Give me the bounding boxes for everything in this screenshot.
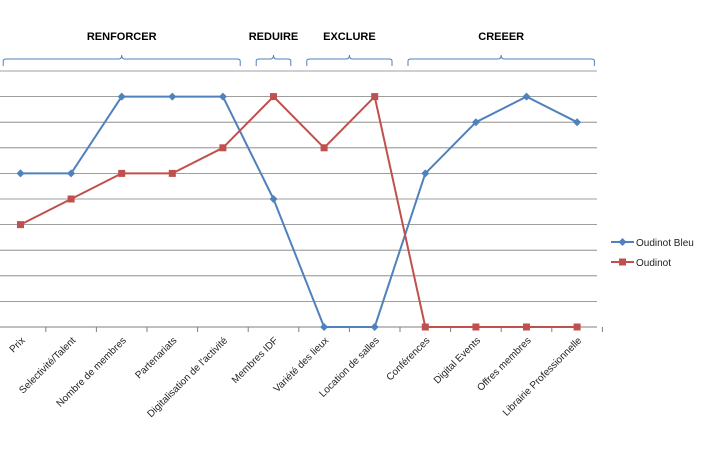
data-point (168, 169, 176, 177)
x-tick-label: Partenariats (134, 335, 180, 381)
data-point (421, 323, 429, 331)
data-point (471, 118, 480, 127)
group-label: CREEER (478, 31, 524, 43)
x-tick-label: Prix (8, 335, 28, 355)
data-point (522, 92, 531, 101)
group-brace (2, 54, 241, 66)
legend-marker (619, 258, 626, 266)
legend: Oudinot Bleu Oudinot (611, 238, 694, 269)
data-point (16, 169, 25, 178)
group-label: RENFORCER (87, 31, 157, 43)
data-point (168, 92, 177, 101)
data-point (320, 323, 329, 331)
data-point (421, 169, 430, 178)
group-label: REDUIRE (249, 31, 299, 43)
data-point (218, 92, 227, 101)
data-point (67, 195, 75, 203)
data-point (269, 195, 278, 203)
data-point (523, 323, 530, 331)
data-point (320, 144, 328, 152)
series-line (20, 95, 578, 328)
data-point (371, 93, 379, 101)
x-tick-label: Membres IDF (230, 335, 281, 386)
data-point (17, 221, 24, 229)
gridlines (0, 70, 597, 302)
category-groups: RENFORCER REDUIRE EXCLURE CREEER (2, 31, 595, 66)
x-tick-label: Offres membres (475, 335, 533, 393)
legend-label: Oudinot Bleu (636, 238, 694, 249)
group-label: EXCLURE (323, 31, 376, 43)
x-tick-label: Conférences (385, 335, 433, 383)
group-brace (306, 54, 393, 66)
x-tick-label: Digital Events (432, 335, 483, 386)
legend-marker (618, 238, 627, 246)
group-brace (255, 54, 292, 66)
data-point (370, 323, 379, 331)
group-brace (407, 54, 595, 66)
data-point (117, 92, 126, 101)
data-point (472, 323, 480, 331)
data-point (573, 323, 581, 331)
legend-label: Oudinot (636, 258, 671, 269)
data-point (573, 118, 582, 127)
series-line (20, 95, 578, 328)
data-point (270, 93, 277, 101)
data-point (219, 144, 227, 152)
data-point (67, 169, 76, 178)
data-point (118, 169, 126, 177)
series-layer (16, 92, 582, 331)
